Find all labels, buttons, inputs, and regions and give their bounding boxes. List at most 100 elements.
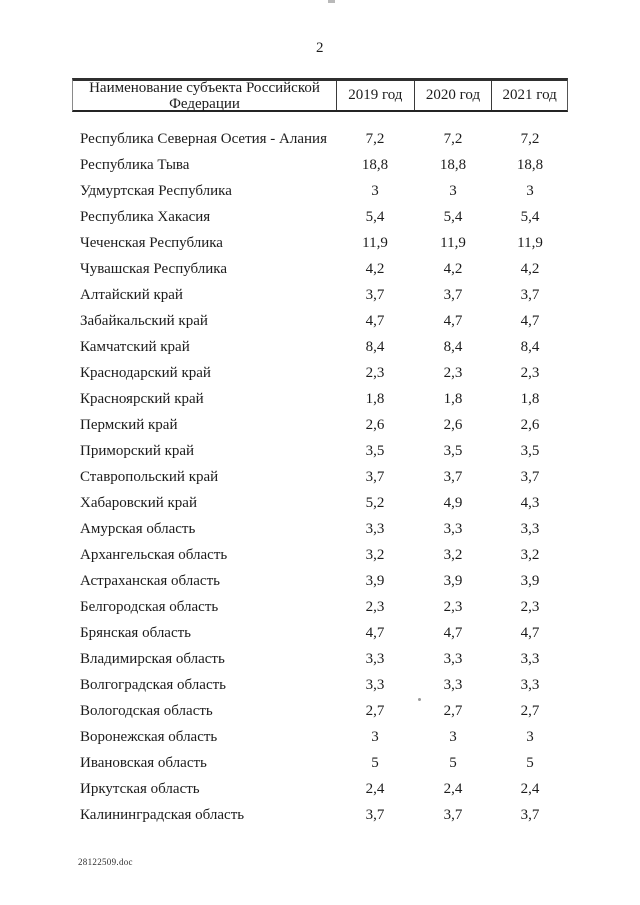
region-name-cell: Приморский край bbox=[80, 442, 195, 459]
region-name-cell: Амурская область bbox=[80, 520, 196, 537]
table-row: Владимирская область 3,3 3,3 3,3 bbox=[72, 646, 568, 672]
table-row: Астраханская область 3,9 3,9 3,9 bbox=[72, 568, 568, 594]
value-2020-cell: 3,7 bbox=[443, 286, 463, 303]
region-name-cell: Брянская область bbox=[80, 624, 192, 641]
value-2020-cell: 1,8 bbox=[443, 390, 463, 407]
value-2019-cell: 3 bbox=[371, 182, 379, 199]
value-2019-cell: 2,6 bbox=[365, 416, 385, 433]
value-2019-cell: 3,3 bbox=[365, 676, 385, 693]
value-2019-cell: 5 bbox=[371, 754, 379, 771]
value-2019-cell: 11,9 bbox=[362, 234, 388, 251]
value-2020-cell: 11,9 bbox=[440, 234, 466, 251]
value-2021-cell: 3,5 bbox=[520, 442, 540, 459]
scan-artifact-top bbox=[328, 0, 335, 3]
value-2019-cell: 4,7 bbox=[365, 312, 385, 329]
region-name-cell: Республика Хакасия bbox=[80, 208, 211, 225]
value-2019-cell: 2,3 bbox=[365, 364, 385, 381]
region-name-cell: Белгородская область bbox=[80, 598, 219, 615]
value-2019-cell: 18,8 bbox=[361, 156, 389, 173]
value-2020-cell: 4,7 bbox=[443, 312, 463, 329]
value-2021-cell: 7,2 bbox=[520, 130, 540, 147]
value-2020-cell: 3,3 bbox=[443, 676, 463, 693]
region-name-cell: Чеченская Республика bbox=[80, 234, 223, 251]
value-2021-cell: 8,4 bbox=[520, 338, 540, 355]
table-row: Воронежская область 3 3 3 bbox=[72, 724, 568, 750]
region-name-cell: Республика Северная Осетия - Алания bbox=[80, 130, 327, 147]
region-name-cell: Ставропольский край bbox=[80, 468, 219, 485]
value-2021-cell: 5,4 bbox=[520, 208, 540, 225]
value-2020-cell: 3,7 bbox=[443, 468, 463, 485]
value-2020-cell: 2,4 bbox=[443, 780, 463, 797]
value-2019-cell: 3,7 bbox=[365, 286, 385, 303]
value-2020-cell: 4,2 bbox=[443, 260, 463, 277]
value-2021-cell: 3,2 bbox=[520, 546, 540, 563]
value-2019-cell: 3,9 bbox=[365, 572, 385, 589]
value-2019-cell: 5,2 bbox=[365, 494, 385, 511]
value-2020-cell: 3 bbox=[449, 728, 457, 745]
region-name-cell: Чувашская Республика bbox=[80, 260, 228, 277]
region-name-cell: Удмуртская Республика bbox=[80, 182, 232, 199]
value-2020-cell: 2,3 bbox=[443, 364, 463, 381]
table-row: Краснодарский край 2,3 2,3 2,3 bbox=[72, 360, 568, 386]
region-name-cell: Краснодарский край bbox=[80, 364, 211, 381]
value-2021-cell: 3,7 bbox=[520, 286, 540, 303]
value-2021-cell: 3 bbox=[526, 182, 534, 199]
regions-table: Наименование субъекта Российской Федерац… bbox=[72, 78, 568, 828]
table-row: Иркутская область 2,4 2,4 2,4 bbox=[72, 776, 568, 802]
value-2019-cell: 7,2 bbox=[365, 130, 385, 147]
region-name-cell: Архангельская область bbox=[80, 546, 228, 563]
region-name-cell: Хабаровский край bbox=[80, 494, 197, 511]
value-2021-cell: 3,3 bbox=[520, 676, 540, 693]
table-header-row: Наименование субъекта Российской Федерац… bbox=[72, 78, 568, 112]
value-2020-cell: 3,9 bbox=[443, 572, 463, 589]
table-row: Республика Северная Осетия - Алания 7,2 7,… bbox=[72, 126, 568, 152]
value-2020-cell: 8,4 bbox=[443, 338, 463, 355]
value-2021-cell: 4,7 bbox=[520, 624, 540, 641]
scan-artifact-dot bbox=[418, 698, 421, 701]
value-2021-cell: 3 bbox=[526, 728, 534, 745]
value-2021-cell: 2,6 bbox=[520, 416, 540, 433]
value-2021-cell: 3,3 bbox=[520, 520, 540, 537]
table-row: Пермский край 2,6 2,6 2,6 bbox=[72, 412, 568, 438]
region-name-cell: Воронежская область bbox=[80, 728, 218, 745]
value-2019-cell: 2,4 bbox=[365, 780, 385, 797]
region-name-cell: Иркутская область bbox=[80, 780, 200, 797]
value-2019-cell: 4,2 bbox=[365, 260, 385, 277]
value-2019-cell: 8,4 bbox=[365, 338, 385, 355]
value-2019-cell: 3,2 bbox=[365, 546, 385, 563]
value-2019-cell: 4,7 bbox=[365, 624, 385, 641]
region-name-cell: Республика Тыва bbox=[80, 156, 190, 173]
value-2021-cell: 4,2 bbox=[520, 260, 540, 277]
region-name-cell: Пермский край bbox=[80, 416, 178, 433]
table-row: Волгоградская область 3,3 3,3 3,3 bbox=[72, 672, 568, 698]
value-2019-cell: 2,7 bbox=[365, 702, 385, 719]
region-name-cell: Вологодская область bbox=[80, 702, 213, 719]
value-2021-cell: 18,8 bbox=[516, 156, 544, 173]
value-2020-cell: 2,7 bbox=[443, 702, 463, 719]
value-2021-cell: 3,7 bbox=[520, 806, 540, 823]
region-name-cell: Волгоградская область bbox=[80, 676, 226, 693]
table-row: Камчатский край 8,4 8,4 8,4 bbox=[72, 334, 568, 360]
value-2020-cell: 4,7 bbox=[443, 624, 463, 641]
value-2021-cell: 2,4 bbox=[520, 780, 540, 797]
value-2019-cell: 3,3 bbox=[365, 520, 385, 537]
region-name-cell: Алтайский край bbox=[80, 286, 183, 303]
value-2020-cell: 3,3 bbox=[443, 520, 463, 537]
value-2020-cell: 3,5 bbox=[443, 442, 463, 459]
table-row: Красноярский край 1,8 1,8 1,8 bbox=[72, 386, 568, 412]
value-2020-cell: 5,4 bbox=[443, 208, 463, 225]
value-2020-cell: 3,2 bbox=[443, 546, 463, 563]
value-2021-cell: 5 bbox=[526, 754, 534, 771]
value-2021-cell: 2,3 bbox=[520, 364, 540, 381]
table-row: Республика Тыва 18,8 18,8 18,8 bbox=[72, 152, 568, 178]
table-row: Архангельская область 3,2 3,2 3,2 bbox=[72, 542, 568, 568]
table-row: Хабаровский край 5,2 4,9 4,3 bbox=[72, 490, 568, 516]
table-row: Приморский край 3,5 3,5 3,5 bbox=[72, 438, 568, 464]
value-2021-cell: 11,9 bbox=[517, 234, 543, 251]
column-header-2021: 2021 год bbox=[491, 81, 567, 110]
table-row: Чеченская Республика 11,9 11,9 11,9 bbox=[72, 230, 568, 256]
region-name-cell: Калининградская область bbox=[80, 806, 245, 823]
value-2020-cell: 4,9 bbox=[443, 494, 463, 511]
column-header-2019: 2019 год bbox=[335, 81, 414, 110]
